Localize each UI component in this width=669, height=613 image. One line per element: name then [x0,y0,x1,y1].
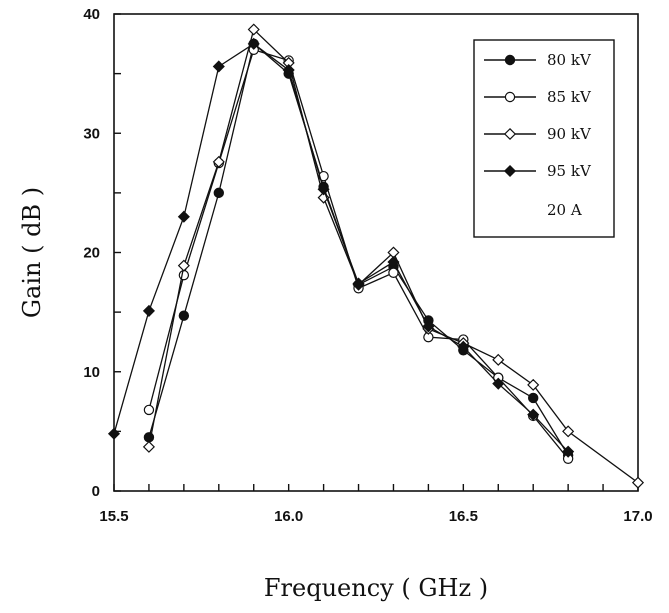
y-tick-label: 10 [83,364,100,381]
series-line-90-kv [148,28,639,484]
data-point-95-kv [107,427,121,440]
legend-label-95-kv: 95 kV [547,162,592,180]
data-point-80-kv [213,187,224,199]
series-95-kv [107,37,575,458]
data-point-85-kv [143,404,155,416]
data-point-85-kv [178,269,190,281]
data-point-80-kv [178,310,190,321]
series-line-95-kv [113,43,569,453]
data-point-95-kv [457,340,470,353]
data-point-90-kv [527,378,540,391]
legend-marker-80-kv [504,54,516,66]
y-axis-ticks: 0 10 20 30 40 [83,6,121,500]
x-tick-label: 16.0 [274,508,303,525]
data-point-90-kv [177,259,190,272]
data-point-95-kv [562,445,575,458]
data-point-95-kv [142,304,155,317]
y-axis-title: Gain ( dB ) [18,187,46,318]
y-tick-label: 30 [83,125,100,142]
data-point-95-kv [527,408,540,421]
data-point-90-kv [212,155,225,168]
x-tick-label: 15.5 [99,508,128,525]
data-point-80-kv [143,432,155,443]
series-90-kv [142,23,645,489]
legend-marker-95-kv [503,164,517,178]
data-point-85-kv [318,170,329,182]
x-axis-title: Frequency ( GHz ) [264,574,488,602]
legend-label-85-kv: 85 kV [547,88,592,106]
data-point-90-kv [247,23,260,36]
x-tick-label: 16.5 [449,508,478,525]
data-point-95-kv [492,377,505,390]
data-point-90-kv [631,476,645,489]
data-point-95-kv [352,277,365,290]
data-point-95-kv [212,60,225,73]
data-point-90-kv [492,353,505,366]
legend-box [473,39,615,238]
legend-marker-85-kv [504,91,516,103]
data-point-95-kv [387,255,400,269]
legend-label-90-kv: 90 kV [547,125,592,143]
legend-marker-90-kv [503,127,517,141]
data-point-95-kv [422,320,435,333]
data-point-90-kv [562,425,575,438]
data-point-95-kv [177,210,190,223]
x-axis-ticks: 15.5 16.0 16.5 17.0 [99,484,653,525]
x-tick-label: 17.0 [623,508,652,525]
data-point-80-kv [528,392,539,404]
data-point-95-kv [282,63,295,77]
data-point-95-kv [317,183,330,196]
y-tick-label: 40 [83,6,100,23]
legend: 80 kV 85 kV 90 kV 95 kV 20 A [473,39,615,238]
series-layer [107,23,645,489]
data-point-95-kv [247,37,260,50]
legend-label-80-kv: 80 kV [547,51,592,69]
y-tick-label: 20 [83,245,100,262]
data-point-85-kv [388,267,399,278]
legend-note: 20 A [547,201,582,219]
data-point-90-kv [142,440,155,453]
y-tick-label: 0 [92,483,100,500]
